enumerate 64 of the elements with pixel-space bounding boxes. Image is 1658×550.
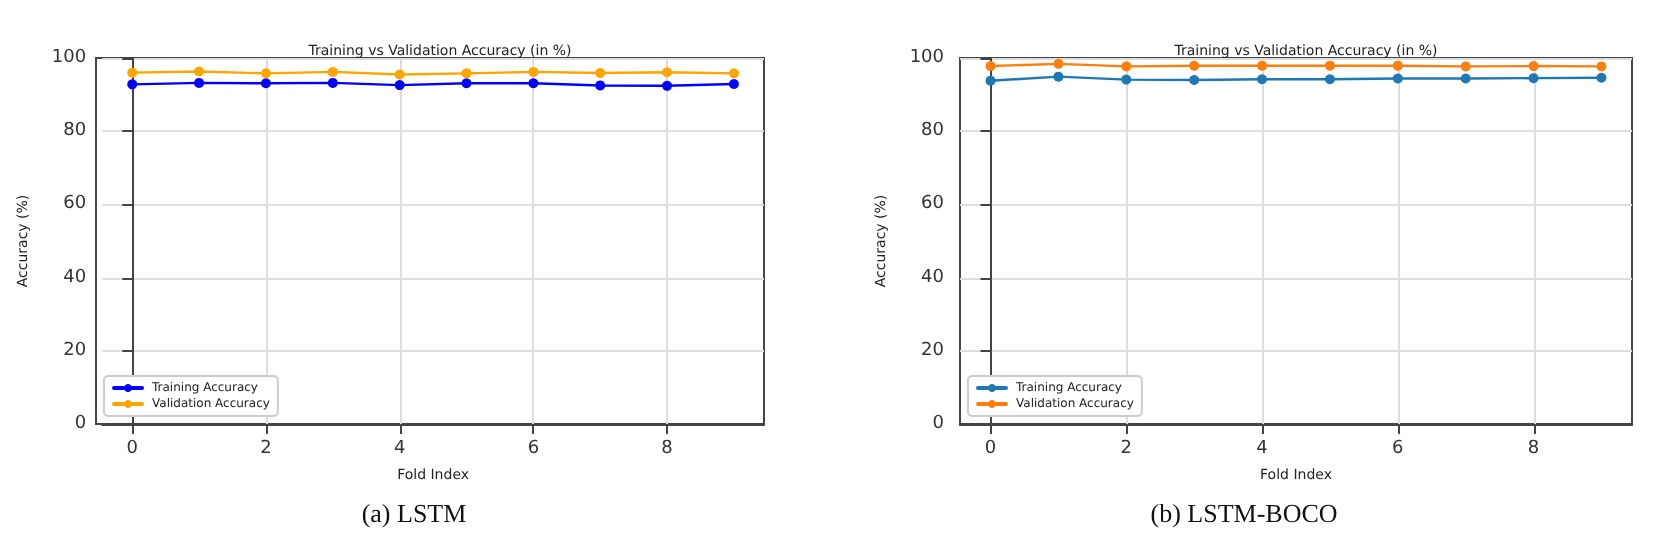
point: [127, 67, 138, 78]
point: [985, 75, 996, 86]
y-tick-label: 60: [63, 194, 87, 215]
y-tick-label: 100: [909, 48, 945, 68]
point: [461, 68, 472, 79]
point: [1121, 61, 1132, 72]
point: [394, 69, 405, 80]
x-tick-label: 2: [1120, 439, 1133, 459]
x-tick-label: 6: [1392, 439, 1405, 459]
point: [1392, 60, 1403, 71]
y-tick-label: 80: [921, 121, 945, 142]
point: [260, 78, 271, 89]
point: [1257, 60, 1268, 71]
point: [1528, 61, 1539, 72]
point: [1121, 74, 1132, 85]
text: (b) LSTM-BOCO: [1150, 498, 1338, 528]
point: [1257, 74, 1268, 85]
x-tick-label: 2: [260, 439, 272, 459]
point: [461, 78, 472, 89]
point: [528, 78, 539, 89]
y-tick-label: 20: [921, 340, 945, 361]
point: [260, 68, 271, 79]
point: [728, 68, 739, 79]
point: [595, 80, 606, 91]
y-tick-label: 100: [51, 48, 87, 68]
point: [662, 80, 673, 91]
y-tick-label: 0: [932, 414, 945, 434]
point: [528, 66, 539, 77]
point: [1460, 61, 1471, 72]
x-tick-label: 8: [661, 439, 674, 459]
point: [1189, 74, 1200, 85]
point: [1189, 60, 1200, 71]
point: [394, 80, 405, 91]
point: [194, 77, 205, 88]
point: [728, 78, 739, 89]
point: [1392, 73, 1403, 84]
x-tick-label: 0: [984, 439, 997, 459]
y-tick-label: 40: [63, 267, 87, 288]
x-tick-label: 4: [1256, 439, 1269, 459]
point: [595, 68, 606, 78]
x-tick-label: 0: [126, 439, 139, 459]
point: [1053, 58, 1064, 69]
point: [1324, 60, 1335, 71]
x-tick-label: 4: [393, 439, 406, 459]
point: [1053, 71, 1064, 82]
y-tick-label: 40: [921, 267, 945, 288]
y-tick-label: 80: [63, 121, 87, 142]
y-tick-label: 0: [74, 414, 87, 434]
x-tick-label: 6: [527, 439, 540, 459]
point: [985, 61, 996, 72]
y-tick-label: 20: [63, 340, 87, 361]
point: [1596, 72, 1607, 83]
point: [1528, 73, 1539, 84]
point: [327, 66, 338, 77]
x-tick-label: 8: [1527, 439, 1540, 459]
point: [194, 66, 205, 77]
point: [127, 79, 138, 90]
text: (a) LSTM: [361, 498, 468, 528]
point: [1596, 61, 1607, 72]
y-tick-label: 60: [921, 194, 945, 215]
point: [1324, 74, 1335, 85]
point: [662, 67, 673, 78]
point: [327, 77, 338, 88]
point: [1460, 73, 1471, 84]
